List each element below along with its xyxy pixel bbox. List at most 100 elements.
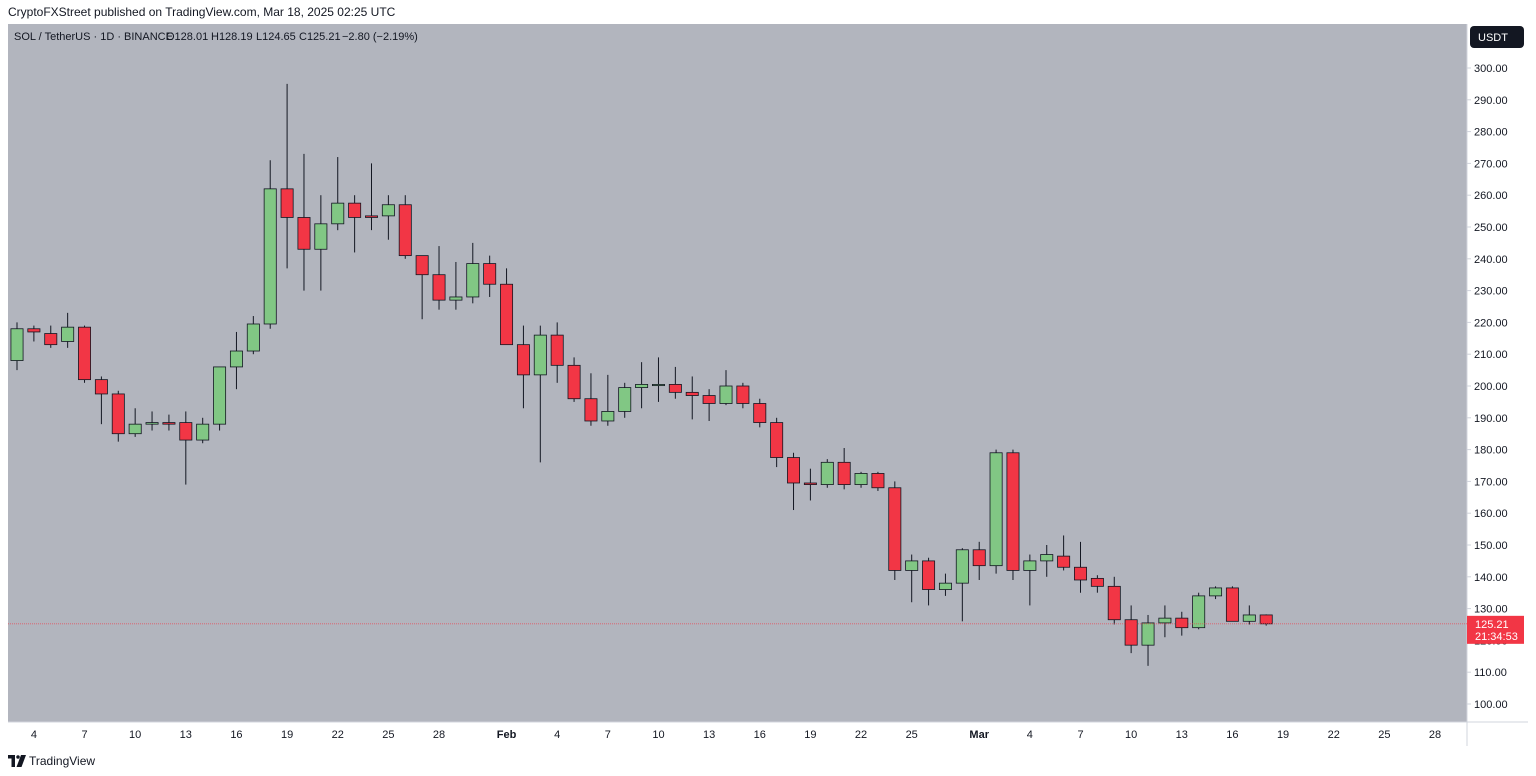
price-axis[interactable]: 100.00110.00120.00130.00140.00150.00160.… bbox=[1467, 63, 1508, 711]
candlestick-chart[interactable]: 100.00110.00120.00130.00140.00150.00160.… bbox=[8, 24, 1528, 746]
time-tick-label: 25 bbox=[382, 729, 394, 741]
legend-symbol[interactable]: SOL / TetherUS · 1D · BINANCE bbox=[14, 31, 173, 43]
candle[interactable] bbox=[10, 322, 24, 371]
candle[interactable] bbox=[1192, 592, 1206, 630]
currency-badge-bg[interactable] bbox=[1470, 26, 1524, 48]
candle[interactable] bbox=[27, 325, 41, 342]
candle[interactable] bbox=[888, 481, 902, 580]
candle[interactable] bbox=[196, 417, 210, 444]
candle[interactable] bbox=[1023, 554, 1037, 606]
candle[interactable] bbox=[280, 83, 294, 269]
candle[interactable] bbox=[651, 357, 665, 402]
candle[interactable] bbox=[1175, 611, 1189, 636]
candle[interactable] bbox=[229, 331, 243, 390]
candle[interactable] bbox=[1057, 535, 1071, 571]
candle[interactable] bbox=[1074, 541, 1087, 593]
candle[interactable] bbox=[770, 417, 784, 468]
candle[interactable] bbox=[753, 398, 767, 428]
candle-body-up bbox=[1192, 595, 1206, 629]
candle[interactable] bbox=[1209, 586, 1223, 600]
candle[interactable] bbox=[584, 373, 598, 426]
candle[interactable] bbox=[820, 459, 834, 488]
footer[interactable]: TradingView bbox=[8, 750, 95, 772]
candle[interactable] bbox=[246, 316, 260, 355]
candle[interactable] bbox=[398, 195, 412, 259]
candle[interactable] bbox=[128, 408, 142, 437]
currency-badge-label[interactable]: USDT bbox=[1478, 32, 1508, 44]
candle[interactable] bbox=[314, 195, 328, 291]
candle[interactable] bbox=[871, 471, 885, 491]
candle-body-up bbox=[466, 263, 480, 298]
candle[interactable] bbox=[348, 195, 362, 253]
candle[interactable] bbox=[668, 366, 682, 399]
candle[interactable] bbox=[1124, 605, 1138, 654]
price-tick-label: 280.00 bbox=[1474, 127, 1508, 139]
price-tick-label: 270.00 bbox=[1474, 158, 1508, 170]
candle[interactable] bbox=[500, 268, 514, 346]
candle[interactable] bbox=[78, 325, 92, 383]
time-axis-background[interactable] bbox=[8, 722, 1528, 746]
candle-body-up bbox=[955, 549, 969, 584]
footer-brand[interactable]: TradingView bbox=[29, 754, 96, 768]
candle[interactable] bbox=[44, 325, 58, 348]
candle[interactable] bbox=[618, 382, 632, 418]
candle[interactable] bbox=[567, 357, 581, 402]
candle[interactable] bbox=[702, 389, 716, 421]
symbol-legend[interactable]: SOL / TetherUS · 1D · BINANCE O128.01 H1… bbox=[14, 31, 418, 43]
candle[interactable] bbox=[179, 411, 193, 485]
candle-body-down bbox=[888, 487, 902, 571]
candle[interactable] bbox=[938, 573, 952, 596]
candle[interactable] bbox=[111, 390, 125, 442]
candle[interactable] bbox=[635, 362, 649, 409]
candle[interactable] bbox=[837, 448, 851, 490]
candle[interactable] bbox=[533, 325, 547, 463]
candle-body-up bbox=[314, 223, 328, 250]
candle[interactable] bbox=[516, 325, 530, 409]
candle[interactable] bbox=[94, 376, 108, 425]
currency-badge[interactable]: USDT bbox=[1470, 26, 1524, 48]
candle[interactable] bbox=[466, 242, 480, 304]
candle[interactable] bbox=[415, 255, 429, 320]
candle[interactable] bbox=[854, 471, 868, 488]
candle[interactable] bbox=[1090, 575, 1104, 593]
candle[interactable] bbox=[1242, 605, 1256, 625]
candle[interactable] bbox=[381, 195, 395, 240]
candle[interactable] bbox=[263, 160, 277, 329]
candle[interactable] bbox=[1158, 605, 1172, 638]
candle[interactable] bbox=[719, 370, 733, 406]
candle[interactable] bbox=[922, 557, 936, 606]
candle[interactable] bbox=[972, 541, 986, 580]
candle[interactable] bbox=[1040, 545, 1054, 577]
candle[interactable] bbox=[1225, 586, 1239, 622]
candle[interactable] bbox=[905, 554, 919, 603]
candle[interactable] bbox=[483, 255, 497, 297]
chart-container[interactable]: 100.00110.00120.00130.00140.00150.00160.… bbox=[8, 24, 1528, 746]
candle[interactable] bbox=[803, 468, 817, 501]
candle[interactable] bbox=[145, 411, 159, 431]
candle[interactable] bbox=[331, 157, 345, 231]
candle[interactable] bbox=[989, 449, 1003, 574]
candle-body-up bbox=[1242, 614, 1256, 622]
candle[interactable] bbox=[297, 153, 311, 291]
candle[interactable] bbox=[685, 376, 699, 420]
candle[interactable] bbox=[449, 261, 463, 310]
last-price-value: 125.21 bbox=[1475, 619, 1509, 631]
candle[interactable] bbox=[1006, 449, 1020, 580]
candle[interactable] bbox=[550, 322, 564, 383]
candle[interactable] bbox=[601, 374, 615, 426]
candle[interactable] bbox=[955, 548, 969, 622]
candle[interactable] bbox=[736, 382, 750, 409]
tradingview-logo-icon[interactable] bbox=[8, 755, 26, 767]
time-axis[interactable]: 4 7 10 13 16 19 22 25 28 Feb 4 7 10 13 16 19 22 25 Mar 4 7 10… bbox=[31, 729, 1441, 741]
candle[interactable] bbox=[787, 452, 801, 511]
candle[interactable] bbox=[61, 312, 75, 348]
candle[interactable] bbox=[1107, 576, 1121, 625]
candle[interactable] bbox=[213, 366, 227, 431]
candle[interactable] bbox=[162, 414, 176, 431]
candle[interactable] bbox=[365, 163, 378, 231]
candle[interactable] bbox=[432, 246, 446, 310]
price-axis-background[interactable] bbox=[1467, 24, 1528, 722]
candle-body-down bbox=[1175, 617, 1189, 629]
candle-body-down bbox=[567, 364, 581, 400]
last-price-badge[interactable] bbox=[1467, 615, 1524, 644]
